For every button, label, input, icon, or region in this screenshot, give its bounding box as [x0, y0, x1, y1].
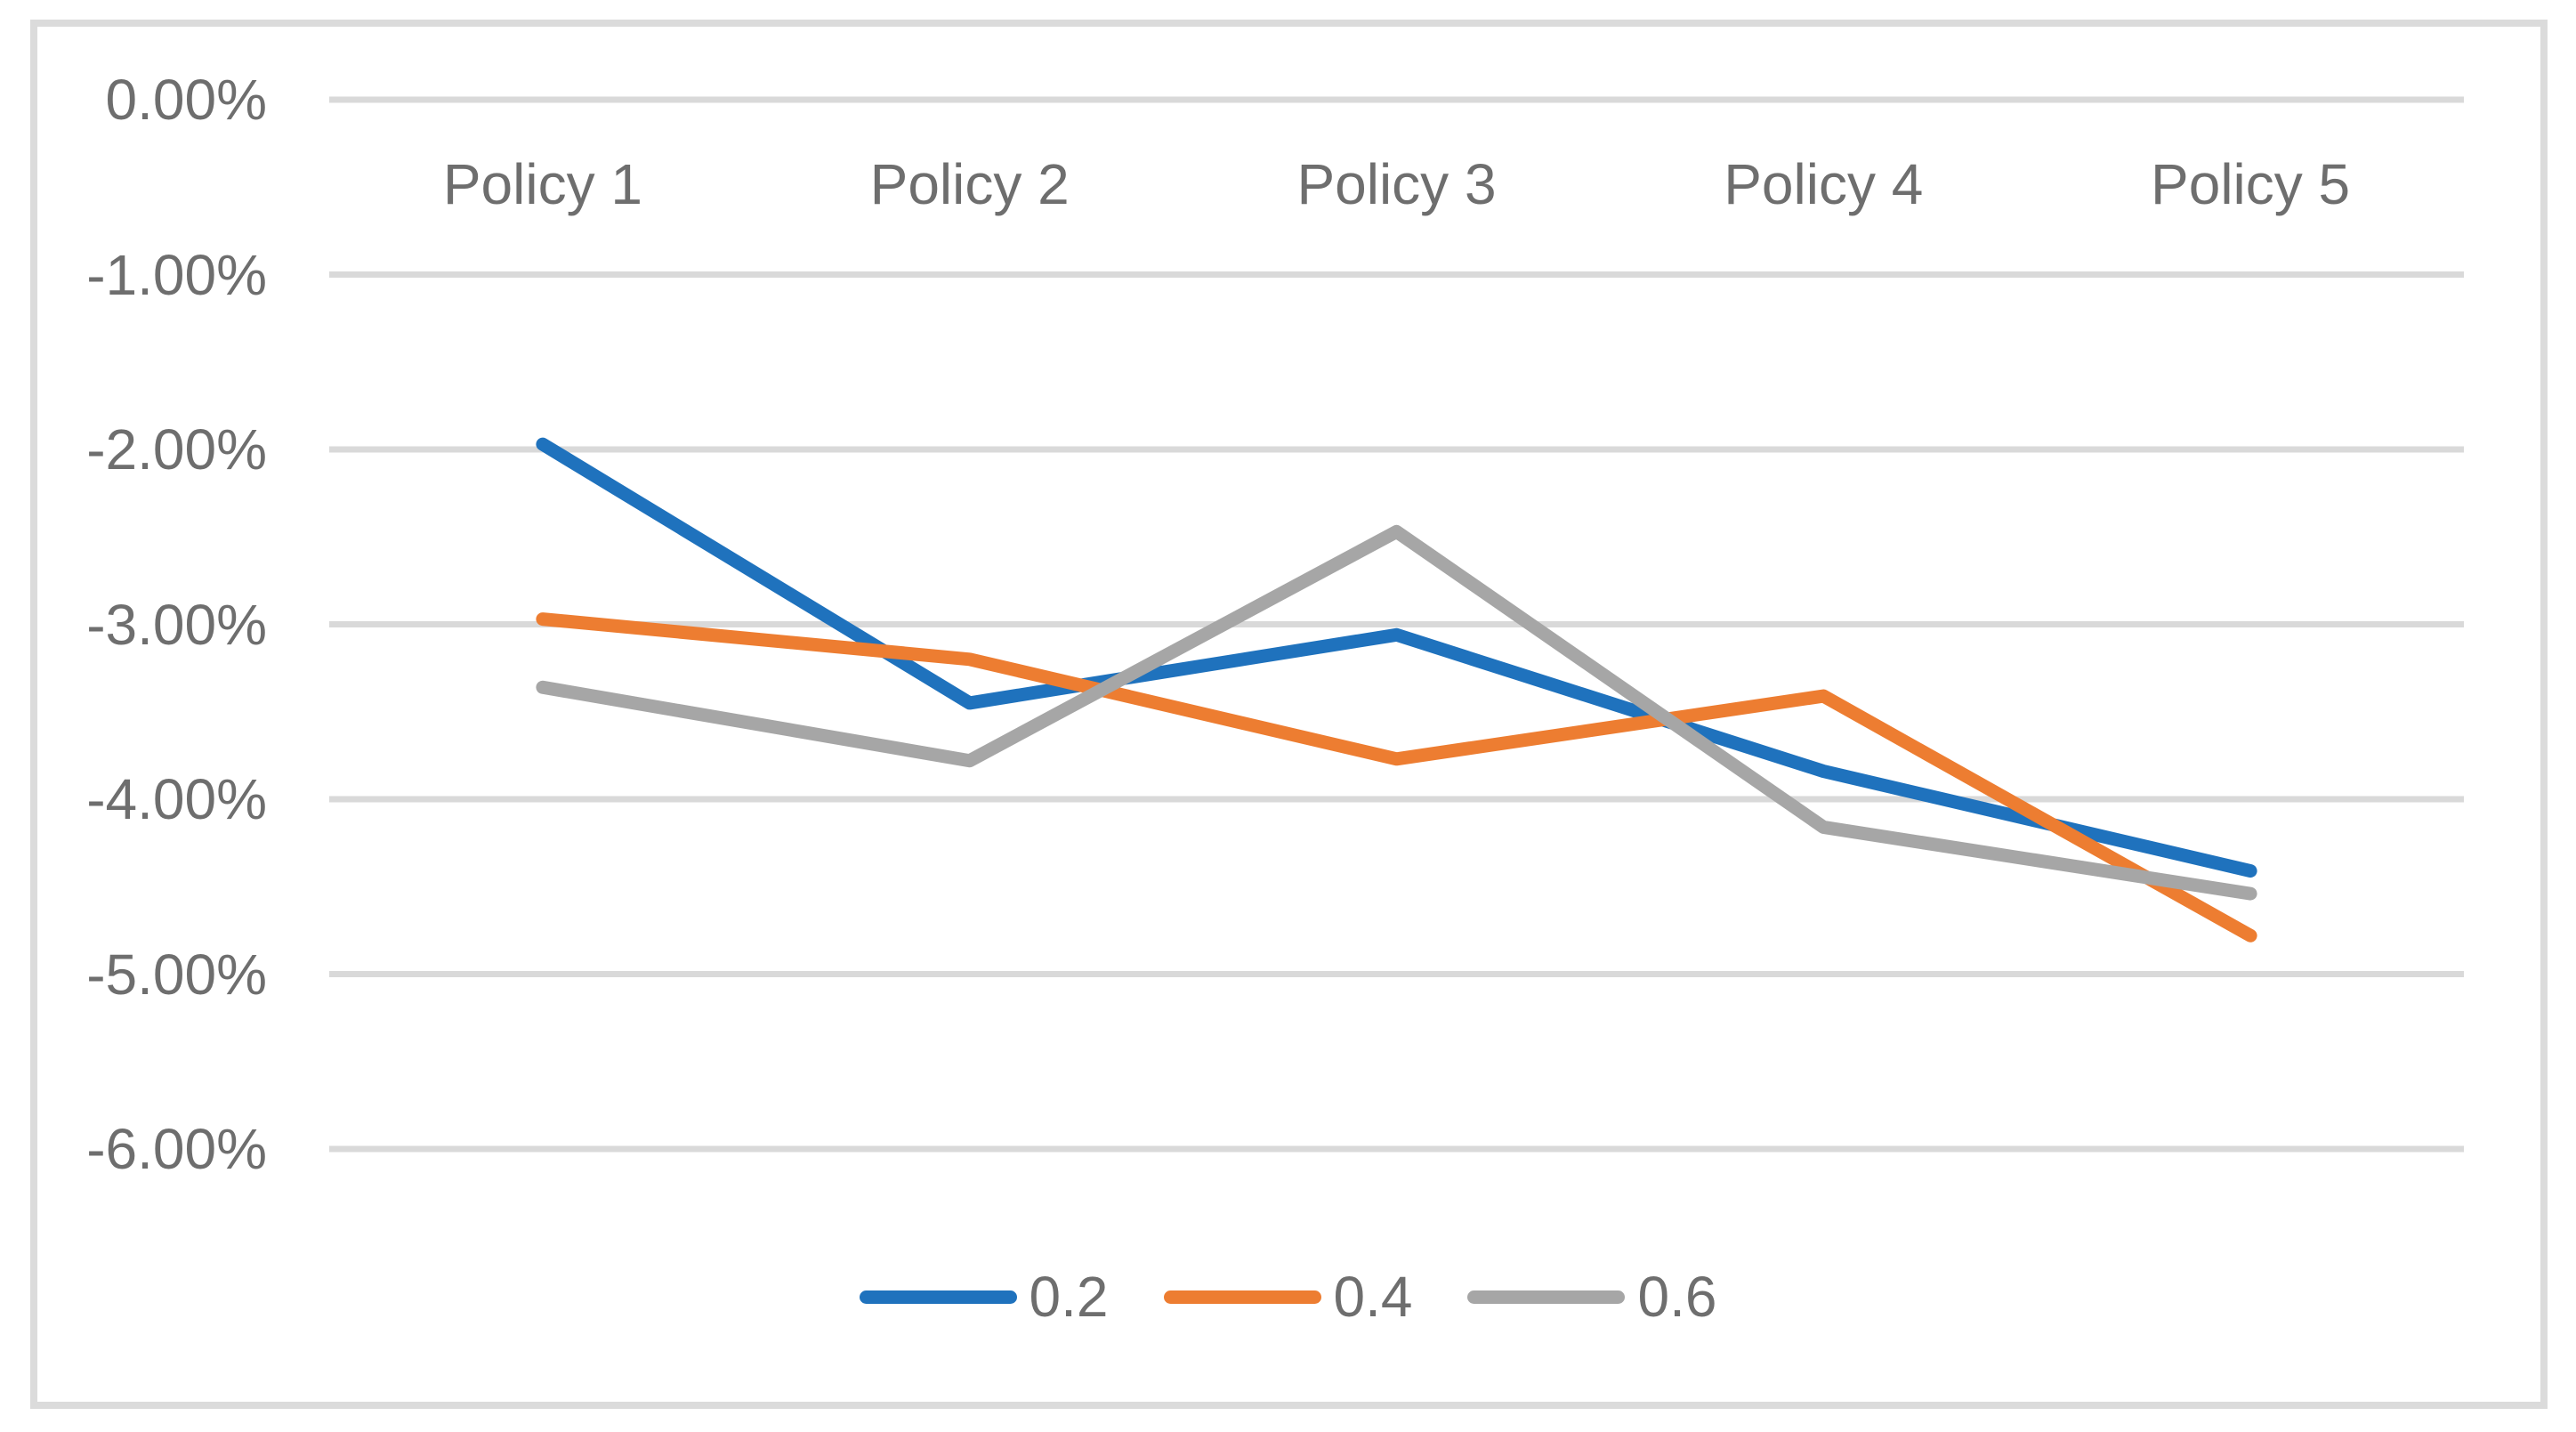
y-axis-tick-label: -6.00%: [86, 1117, 267, 1181]
legend: 0.2 0.4 0.6: [0, 1268, 2576, 1325]
x-axis-category-label: Policy 3: [1296, 152, 1497, 216]
y-axis-tick-label: -2.00%: [86, 417, 267, 481]
y-axis-tick-label: -3.00%: [86, 592, 267, 657]
x-axis-category-label: Policy 4: [1724, 152, 1924, 216]
x-axis-category-label: Policy 5: [2151, 152, 2351, 216]
legend-item: 0.4: [1163, 1265, 1413, 1329]
y-axis-tick-label: 0.00%: [105, 68, 267, 132]
legend-swatch: [859, 1290, 1017, 1304]
legend-swatch: [1467, 1290, 1626, 1304]
legend-label: 0.6: [1637, 1265, 1717, 1329]
legend-item: 0.2: [859, 1265, 1109, 1329]
legend-swatch: [1163, 1290, 1321, 1304]
y-axis-tick-label: -4.00%: [86, 767, 267, 831]
legend-item: 0.6: [1467, 1268, 1716, 1325]
x-axis-category-label: Policy 2: [869, 152, 1070, 216]
x-axis-category-label: Policy 1: [442, 152, 642, 216]
series-line-0.6: [536, 524, 2257, 901]
series-line-0.4: [536, 612, 2257, 943]
y-axis-tick-label: -1.00%: [86, 242, 267, 307]
series-line-0.2: [536, 437, 2257, 878]
chart-frame: [30, 20, 2548, 1409]
y-axis-tick-label: -5.00%: [86, 942, 267, 1007]
legend-label: 0.2: [1029, 1265, 1109, 1329]
legend-label: 0.4: [1333, 1265, 1413, 1329]
